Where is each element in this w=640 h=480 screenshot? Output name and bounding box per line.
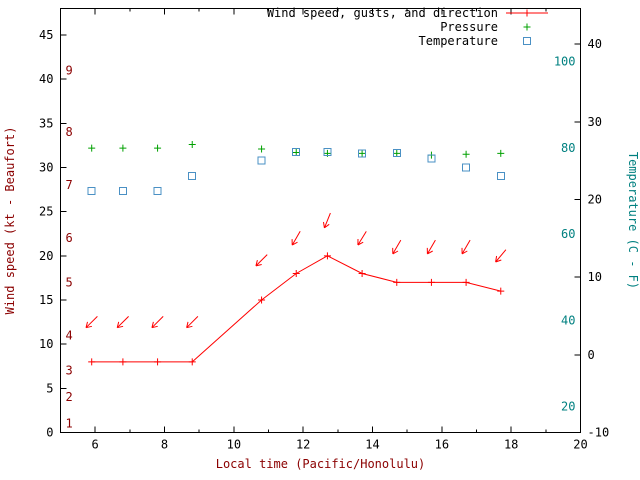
beaufort-label: 4 bbox=[66, 328, 73, 342]
beaufort-label: 2 bbox=[66, 390, 73, 404]
wind-direction-arrow bbox=[357, 231, 367, 246]
y-left-tick-label: 25 bbox=[39, 205, 53, 219]
wind-direction-arrow bbox=[392, 239, 402, 255]
y-left-tick-label: 30 bbox=[39, 161, 53, 175]
legend-wind-sample-marker bbox=[523, 9, 531, 17]
legend-temperature-sample-marker bbox=[523, 37, 531, 45]
x-tick-label: 10 bbox=[227, 438, 241, 452]
pressure-marker bbox=[88, 144, 96, 152]
temperature-marker bbox=[118, 186, 127, 195]
fahrenheit-label: 20 bbox=[561, 400, 575, 414]
y-left-tick-label: 40 bbox=[39, 72, 53, 86]
wind-direction-arrow bbox=[291, 230, 301, 246]
temperature-marker bbox=[392, 148, 401, 157]
temperature-marker bbox=[292, 148, 301, 157]
fahrenheit-label: 60 bbox=[561, 227, 575, 241]
beaufort-label: 7 bbox=[66, 178, 73, 192]
pressure-marker bbox=[258, 145, 266, 153]
plot-border bbox=[60, 8, 581, 433]
legend-label-wind: Wind speed, gusts, and direction bbox=[267, 6, 498, 20]
temperature-marker bbox=[323, 148, 332, 157]
x-tick-label: 12 bbox=[296, 438, 310, 452]
wind-speed-line bbox=[91, 255, 501, 363]
y-right-tick-label: 10 bbox=[588, 270, 602, 284]
wind-point-marker bbox=[427, 278, 435, 286]
pressure-marker bbox=[119, 144, 127, 152]
y-right-tick-label: 20 bbox=[588, 193, 602, 207]
wind-point-marker bbox=[119, 358, 127, 366]
beaufort-label: 8 bbox=[66, 125, 73, 139]
beaufort-label: 6 bbox=[66, 231, 73, 245]
wind-direction-arrow bbox=[186, 316, 199, 329]
x-tick-label: 18 bbox=[504, 438, 518, 452]
wind-point-marker bbox=[358, 270, 366, 277]
wind-direction-arrow bbox=[85, 316, 98, 329]
x-tick-label: 14 bbox=[365, 438, 379, 452]
temperature-marker bbox=[358, 149, 367, 158]
fahrenheit-label: 80 bbox=[561, 141, 575, 155]
x-tick-label: 20 bbox=[573, 438, 587, 452]
temperature-marker bbox=[462, 163, 471, 172]
temperature-marker bbox=[153, 186, 162, 195]
wind-direction-arrow bbox=[323, 212, 331, 229]
fahrenheit-label: 100 bbox=[554, 54, 576, 68]
pressure-marker bbox=[154, 144, 162, 152]
y-left-tick-label: 10 bbox=[39, 337, 53, 351]
pressure-marker bbox=[462, 150, 470, 158]
y-left-axis-title: Wind speed (kt - Beaufort) bbox=[3, 127, 17, 315]
pressure-marker bbox=[292, 148, 300, 156]
y-right-axis-title: Temperature (C - F) bbox=[626, 152, 640, 289]
wind-point-marker bbox=[292, 270, 300, 277]
wind-direction-arrow bbox=[151, 316, 164, 329]
x-tick-label: 6 bbox=[92, 438, 99, 452]
wind-point-marker bbox=[323, 252, 331, 260]
temperature-marker bbox=[257, 156, 266, 165]
wind-direction-arrow bbox=[116, 316, 129, 329]
wind-point-marker bbox=[88, 358, 96, 366]
fahrenheit-label: 40 bbox=[561, 313, 575, 327]
pressure-marker bbox=[393, 149, 401, 157]
beaufort-label: 5 bbox=[66, 275, 73, 289]
beaufort-label: 1 bbox=[66, 417, 73, 431]
y-left-tick-label: 5 bbox=[46, 381, 53, 395]
wind-direction-arrow bbox=[495, 249, 507, 263]
y-right-tick-label: 40 bbox=[588, 37, 602, 51]
y-right-tick-label: 30 bbox=[588, 115, 602, 129]
wind-point-marker bbox=[154, 358, 162, 366]
wind-direction-arrow bbox=[461, 239, 471, 255]
y-right-tick-label: -10 bbox=[588, 426, 610, 440]
x-tick-label: 16 bbox=[435, 438, 449, 452]
y-left-tick-label: 20 bbox=[39, 249, 53, 263]
y-left-tick-label: 35 bbox=[39, 116, 53, 130]
temperature-marker bbox=[87, 186, 96, 195]
y-left-tick-label: 0 bbox=[46, 426, 53, 440]
legend-label-temperature: Temperature bbox=[419, 34, 498, 48]
temperature-marker bbox=[496, 172, 505, 181]
wind-direction-arrow bbox=[426, 239, 436, 255]
beaufort-label: 9 bbox=[66, 63, 73, 77]
wind-point-marker bbox=[497, 287, 505, 295]
y-right-tick-label: 0 bbox=[588, 348, 595, 362]
temperature-marker bbox=[188, 172, 197, 181]
wind-point-marker bbox=[188, 358, 196, 366]
temperature-marker bbox=[427, 154, 436, 163]
wind-direction-arrow bbox=[255, 254, 268, 267]
beaufort-label: 3 bbox=[66, 364, 73, 378]
y-left-tick-label: 15 bbox=[39, 293, 53, 307]
pressure-marker bbox=[497, 149, 505, 157]
x-tick-label: 8 bbox=[161, 438, 168, 452]
wind-point-marker bbox=[462, 278, 470, 286]
pressure-marker bbox=[188, 141, 196, 149]
wind-point-marker bbox=[258, 296, 266, 304]
pressure-marker bbox=[358, 149, 366, 157]
y-left-tick-label: 45 bbox=[39, 28, 53, 42]
x-axis-title: Local time (Pacific/Honolulu) bbox=[216, 457, 426, 471]
legend-label-pressure: Pressure bbox=[440, 20, 498, 34]
wind-point-marker bbox=[393, 278, 401, 286]
legend-pressure-sample-marker bbox=[523, 23, 531, 31]
